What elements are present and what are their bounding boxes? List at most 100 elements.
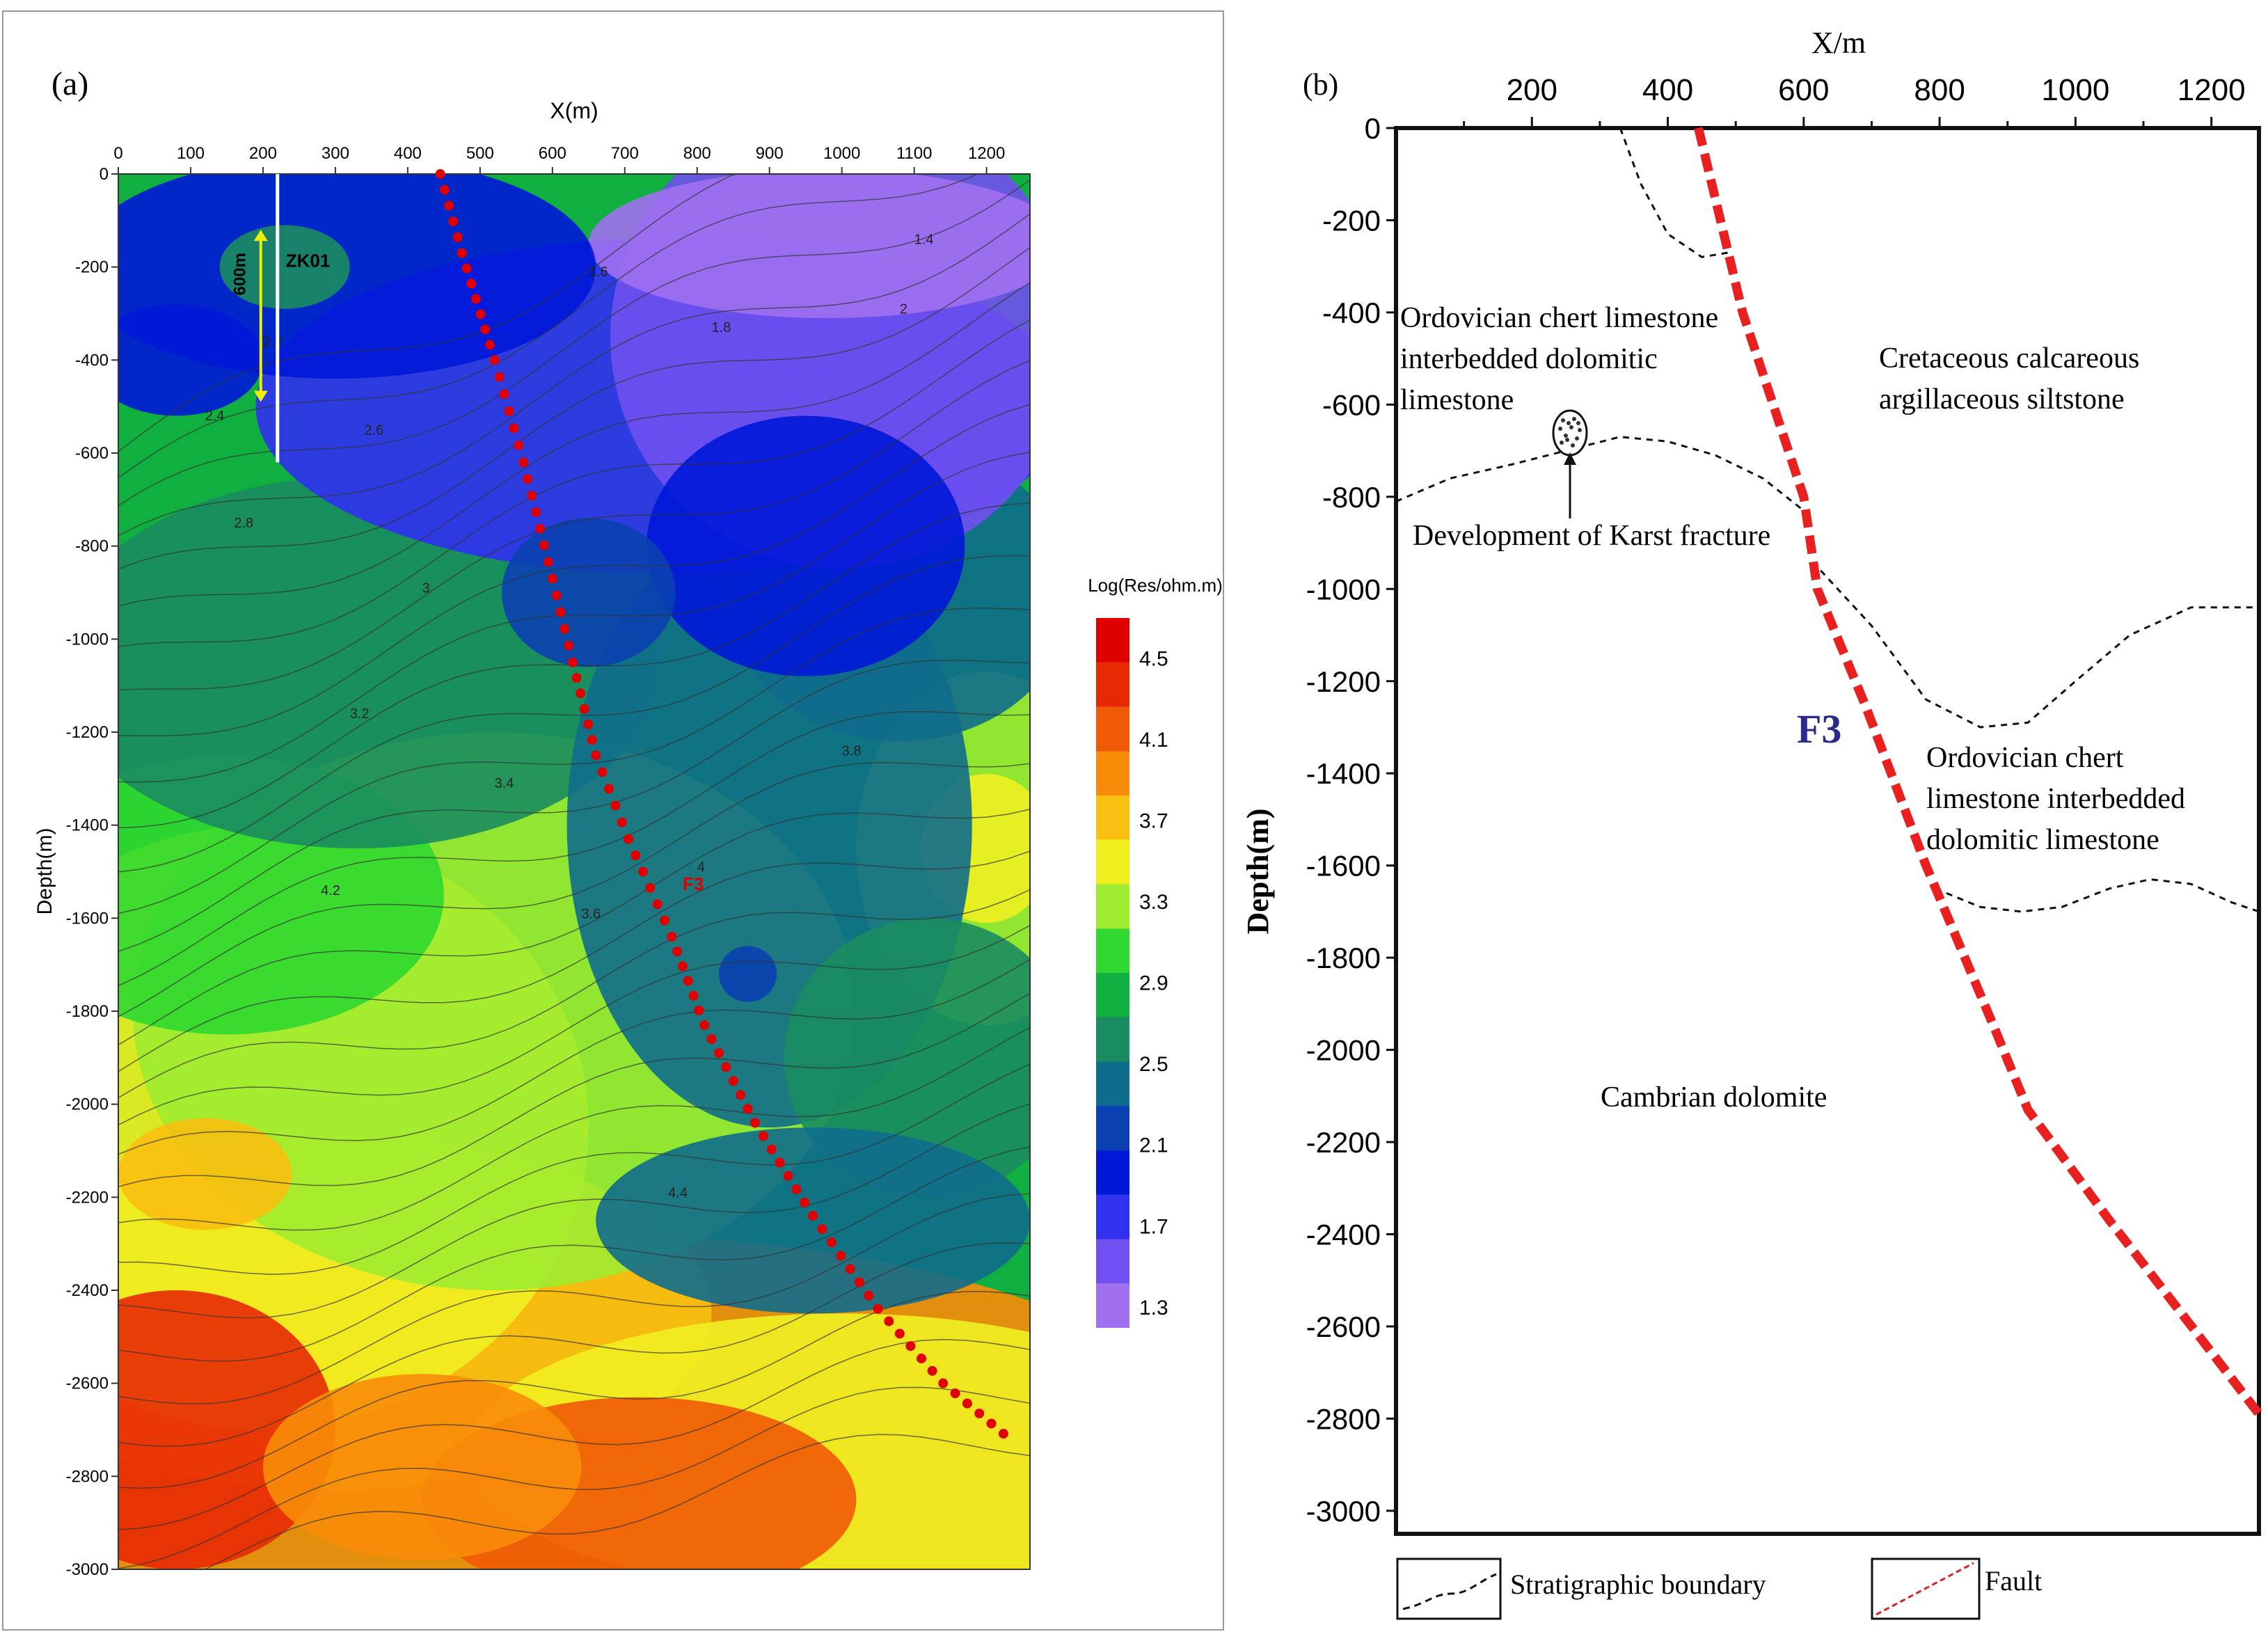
contour-line-15 (118, 762, 1030, 1017)
legend-fault-swatch (1876, 1562, 1974, 1616)
annotation-karst-fracture: Development of Karst fracture (1413, 520, 1770, 552)
resistivity-blob-5 (118, 1118, 292, 1230)
y-tick-label-b-0: 0 (1365, 112, 1381, 145)
y-tick-label-a-4: -800 (75, 537, 109, 556)
fault-dot-56 (721, 1062, 731, 1072)
borehole-name-label: ZK01 (286, 251, 331, 271)
annotation-ordovician-upper: Ordovician chert limestone interbedded d… (1400, 302, 1726, 416)
x-tick-label-a-4: 400 (394, 144, 422, 163)
fault-dot-49 (677, 961, 688, 972)
fault-dot-10 (480, 324, 491, 335)
x-tick-label-a-7: 700 (611, 144, 639, 163)
x-tick-label-a-3: 300 (322, 144, 349, 163)
fault-dot-46 (659, 915, 669, 926)
x-tick-label-a-2: 200 (249, 144, 277, 163)
fault-dot-39 (610, 800, 621, 811)
panel-a-x-ticks: 0 100 200 300 400 500 600 700 800 900 1000 1100 1200 (113, 144, 1005, 174)
x-tick-label-a-8: 800 (683, 144, 711, 163)
colorbar-ticks: 4.5 4.1 3.7 3.3 2.9 2.5 2.1 1.7 1.3 (1139, 647, 1168, 1319)
karst-fracture-symbol (1552, 409, 1588, 518)
fault-dot-16 (509, 423, 519, 434)
contour-line-29 (118, 1339, 1030, 1530)
borehole-zk01: 600m ZK01 (231, 174, 331, 463)
fault-dot-13 (494, 372, 505, 382)
fault-dot-14 (499, 389, 509, 399)
karst-dot-6 (1575, 436, 1579, 441)
fault-dot-42 (631, 850, 641, 861)
fault-dot-17 (514, 440, 524, 450)
resistivity-blob-25 (718, 946, 777, 1002)
contour-line-21 (118, 992, 1030, 1187)
colorbar-tick-label-8: 1.3 (1139, 1297, 1168, 1319)
colorbar-tick-label-6: 2.1 (1139, 1134, 1168, 1157)
panel-b-annotations: Ordovician chert limestone interbedded d… (1400, 302, 2185, 1113)
fault-dot-77 (905, 1341, 916, 1351)
fault-dot-47 (667, 932, 677, 942)
fault-dot-33 (579, 704, 589, 714)
fault-dot-38 (603, 784, 614, 794)
contour-line-5 (118, 282, 1030, 607)
fault-dot-82 (962, 1398, 972, 1409)
contour-label-5: 2.4 (205, 409, 225, 424)
fault-dot-7 (466, 278, 477, 289)
contour-label-3: 2 (900, 302, 907, 317)
resistivity-blob-15 (784, 918, 1030, 1198)
karst-dot-11 (1565, 438, 1569, 442)
fault-dot-67 (808, 1211, 818, 1221)
contour-label-0: 1.4 (914, 232, 934, 247)
y-tick-label-a-0: 0 (100, 165, 109, 184)
fault-dot-76 (894, 1329, 905, 1339)
fault-dot-36 (591, 750, 601, 761)
fault-dot-53 (699, 1020, 710, 1031)
fault-dot-40 (617, 817, 627, 827)
fault-f3-label-a: F3 (683, 873, 704, 894)
y-tick-label-b-12: -2400 (1306, 1219, 1381, 1251)
fault-dot-83 (974, 1409, 985, 1419)
fault-dot-35 (587, 735, 597, 745)
y-tick-label-b-7: -1400 (1306, 757, 1381, 790)
stratigraphic-boundary-1 (1619, 127, 1729, 258)
fault-dot-30 (567, 657, 578, 667)
annotation-cambrian: Cambrian dolomite (1601, 1081, 1827, 1113)
colorbar-tick-label-2: 3.7 (1139, 809, 1168, 832)
fault-dot-48 (672, 946, 683, 957)
fault-dot-70 (836, 1251, 846, 1261)
karst-dot-7 (1560, 441, 1564, 445)
contour-label-7: 2.8 (234, 516, 253, 531)
colorbar-tick-label-5: 2.5 (1139, 1053, 1168, 1076)
fault-dot-29 (564, 640, 574, 651)
fault-dot-84 (986, 1418, 997, 1429)
contour-label-6: 2.6 (364, 422, 383, 438)
fault-dot-54 (706, 1034, 717, 1045)
fault-dot-52 (694, 1005, 704, 1015)
contour-line-24 (118, 1103, 1030, 1319)
contour-line-6 (118, 319, 1030, 647)
contour-line-7 (118, 360, 1030, 691)
fault-dot-80 (938, 1378, 949, 1388)
y-tick-label-a-9: -1800 (66, 1002, 109, 1021)
panel-b-x-ticks: 200 400 600 800 1000 1200 (1463, 73, 2246, 128)
fault-dot-26 (551, 590, 562, 601)
y-tick-label-a-3: -600 (75, 444, 109, 463)
fault-dot-60 (750, 1118, 760, 1128)
panel-b: (b) X/m Depth(m) 200 400 600 800 1000 1200 0 -… (1241, 26, 2263, 1620)
contour-line-25 (118, 1146, 1030, 1362)
contour-line-9 (118, 452, 1030, 783)
fault-dot-71 (845, 1264, 855, 1274)
fault-dot-44 (645, 882, 656, 893)
contour-label-1: 1.6 (589, 264, 608, 280)
fault-dot-1 (439, 184, 450, 195)
x-tick-label-b-5: 1200 (2178, 73, 2246, 107)
contour-label-14: 4.2 (321, 883, 340, 898)
contour-line-2 (118, 180, 1030, 507)
fault-dot-20 (527, 491, 537, 501)
annotation-fault-f3: F3 (1797, 706, 1841, 752)
fault-dot-58 (736, 1090, 746, 1100)
contour-label-13: 4 (697, 860, 705, 875)
contour-line-8 (118, 404, 1030, 736)
panel-a: (a) X(m) Depth(m) 0 100 200 300 400 500 600 700… (2, 10, 1224, 1631)
karst-dot-9 (1567, 421, 1571, 425)
y-tick-label-b-5: -1000 (1306, 573, 1381, 605)
fault-dot-2 (444, 200, 454, 211)
